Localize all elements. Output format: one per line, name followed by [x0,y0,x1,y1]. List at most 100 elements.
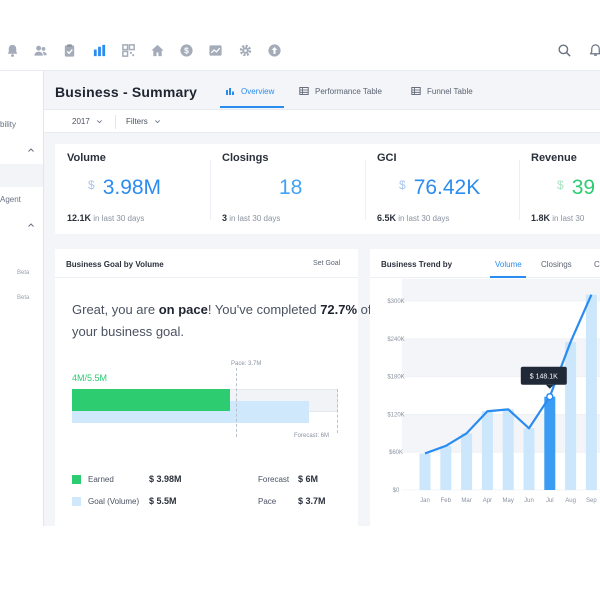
trend-tab-more[interactable]: C [594,260,600,269]
earned-bar [72,389,230,411]
kpi-value: $3.98M [88,176,161,200]
qr-code-icon[interactable] [119,41,137,59]
business-trend-card: Business Trend by Volume Closings C $0 $6… [370,249,600,526]
kpi-divider [365,160,366,220]
goal-percent: 72.7% [320,302,358,317]
legend-earned-value: $ 3.98M [149,474,182,484]
legend-pace-value: $ 3.7M [298,496,326,506]
bell-icon[interactable] [3,41,21,59]
goal-swatch [72,497,81,506]
kpi-sub-label: in last 30 [552,214,585,223]
filters-label: Filters [126,117,148,126]
search-icon[interactable] [555,41,573,59]
trend-bar [419,453,431,490]
legend-goal-value: $ 5.5M [149,496,177,506]
sidebar: bility Agent Beta Beta [0,71,44,526]
kpi-title: Volume [67,152,106,164]
x-tick-label: May [503,498,514,504]
forecast-marker [337,389,338,433]
table-icon [299,87,309,95]
legend-goal-label: Goal (Volume) [88,497,140,506]
kpi-sub-label: in last 30 days [398,214,450,223]
grid-band [402,279,600,301]
x-tick-label: Feb [441,498,452,504]
kpi-value-number: 3.98M [102,176,162,199]
kpi-closings[interactable]: Closings 18 3 in last 30 days [210,144,365,234]
tab-overview[interactable]: Overview [225,86,274,96]
main-content: Business - Summary Overview Performance … [44,71,600,526]
goal-message: Great, you are on pace! You've completed… [72,299,372,343]
y-tick-label: $60K [389,450,403,456]
x-tick-label: Aug [565,498,576,504]
tab-performance-table[interactable]: Performance Table [299,86,382,96]
table-icon [411,87,421,95]
kpi-title: GCI [377,152,397,164]
tab-funnel-table[interactable]: Funnel Table [411,86,473,96]
dollar-icon[interactable]: $ [177,41,195,59]
filters-dropdown[interactable]: Filters [126,117,161,126]
kpi-revenue[interactable]: Revenue $39 1.8K in last 30 [519,144,600,234]
kpi-subtext: 12.1K in last 30 days [67,213,144,223]
legend-forecast-label: Forecast [258,475,290,484]
home-icon[interactable] [148,41,166,59]
svg-text:$: $ [184,45,189,55]
kpi-divider [210,160,211,220]
legend-pace-label: Pace [258,497,277,506]
kpi-sub-label: in last 30 days [229,214,281,223]
y-tick-label: $180K [387,375,404,381]
kpi-subtext: 1.8K in last 30 [531,213,584,223]
notifications-icon[interactable] [586,41,600,59]
y-tick-label: $240K [387,337,404,343]
filter-bar: 2017 Filters [44,109,600,133]
users-icon[interactable] [31,41,49,59]
year-value: 2017 [72,117,90,126]
trend-line [424,294,593,455]
kpi-value: $76.42K [399,176,480,200]
trend-bar [544,396,556,490]
trend-bar [461,433,473,490]
kpi-volume[interactable]: Volume $3.98M 12.1K in last 30 days [55,144,210,234]
earned-swatch [72,475,81,484]
kpi-value: $39 [557,176,595,200]
trend-line-icon[interactable] [206,41,224,59]
kpi-sub-value: 3 [222,213,228,223]
x-tick-label: Jan [420,498,430,504]
progress-label: 4M/5.5M [72,373,108,383]
card-header: Business Trend by Volume Closings C [370,249,600,278]
trend-bar [502,409,514,490]
gear-icon[interactable] [236,41,254,59]
kpi-divider [519,160,520,220]
card-title: Business Trend by [381,260,453,269]
kpi-sub-label: in last 30 days [93,214,145,223]
y-tick-label: $120K [387,412,404,418]
card-title: Business Goal by Volume [66,260,164,269]
sidebar-item-active[interactable] [0,164,43,187]
goal-message-text: ! You've completed [207,302,321,317]
trend-tab-volume[interactable]: Volume [495,260,522,269]
sidebar-item-label[interactable]: bility [0,120,17,129]
tab-label: Performance Table [315,86,382,96]
active-tab-indicator [220,106,284,108]
year-select[interactable]: 2017 [72,117,103,126]
pace-marker [236,368,238,437]
bar-chart-icon [226,88,234,95]
forecast-note: Forecast: 6M [294,433,330,439]
currency-symbol: $ [399,178,406,192]
x-tick-label: Jul [546,498,554,504]
tab-label: Funnel Table [427,86,473,96]
sidebar-item-label[interactable]: Agent [0,195,21,204]
trend-bar [523,428,535,490]
kpi-gci[interactable]: GCI $76.42K 6.5K in last 30 days [365,144,519,234]
upload-icon[interactable] [265,41,283,59]
clipboard-icon[interactable] [60,41,78,59]
chevron-up-icon[interactable] [27,146,35,154]
kpi-sub-value: 6.5K [377,213,397,223]
trend-bar [585,294,597,490]
bar-chart-icon[interactable] [90,41,108,59]
chevron-up-icon[interactable] [27,221,35,229]
kpi-value-number: 39 [571,176,596,199]
card-header: Business Goal by Volume Set Goal [55,249,358,278]
trend-tab-closings[interactable]: Closings [541,260,572,269]
trend-tab-indicator [490,276,526,278]
set-goal-link[interactable]: Set Goal [313,260,341,267]
